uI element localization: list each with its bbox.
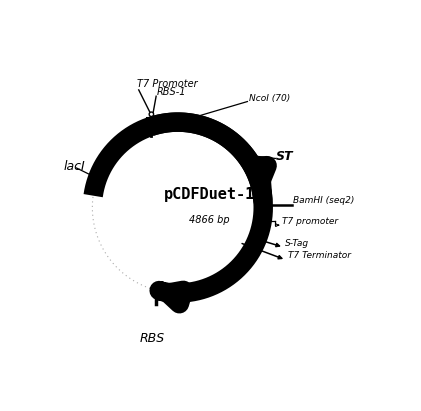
Text: RBS-1: RBS-1	[157, 87, 186, 97]
Text: S-Tag: S-Tag	[285, 239, 309, 248]
Text: 4866 bp: 4866 bp	[189, 215, 230, 225]
Text: BamHI (seq2): BamHI (seq2)	[293, 196, 354, 205]
Text: ST: ST	[276, 150, 293, 163]
Text: T7 Promoter: T7 Promoter	[137, 79, 198, 89]
Circle shape	[149, 112, 154, 116]
Text: pCDFDuet-1: pCDFDuet-1	[164, 187, 255, 202]
Text: T7 promoter: T7 promoter	[282, 217, 338, 226]
Text: NcoI (70): NcoI (70)	[249, 94, 290, 103]
Text: T7 Terminator: T7 Terminator	[288, 252, 351, 261]
Text: lacI: lacI	[64, 159, 85, 173]
Text: RBS: RBS	[140, 332, 165, 345]
